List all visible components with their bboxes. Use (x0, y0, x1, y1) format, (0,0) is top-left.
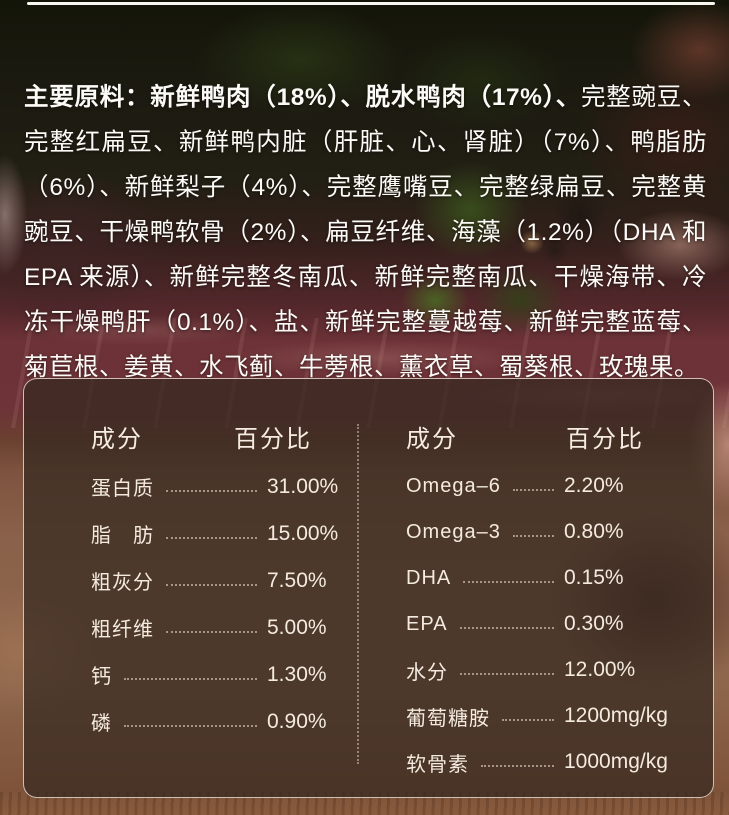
dotted-leader (463, 581, 554, 583)
nutrient-value: 0.15% (564, 566, 624, 589)
nutrient-value: 5.00% (267, 615, 327, 639)
nutrition-row: Omega–6 2.20% (406, 463, 674, 509)
dotted-leader (460, 673, 554, 675)
table-header: 成分 百分比 (406, 415, 674, 455)
section-divider-line (27, 2, 715, 5)
dotted-leader (166, 536, 257, 539)
nutrient-value: 0.30% (564, 612, 624, 635)
header-percent: 百分比 (566, 426, 644, 453)
nutrition-row: 粗灰分 7.50% (91, 557, 344, 604)
nutrient-label: 脂 肪 (91, 525, 154, 547)
nutrition-column-left: 成分 百分比 蛋白质 31.00% 脂 肪 15.00% 粗灰分 7.50% 粗… (24, 415, 358, 785)
nutrient-label: EPA (406, 612, 448, 635)
nutrient-label: Omega–6 (406, 474, 501, 497)
dotted-column-divider (357, 424, 359, 764)
dotted-leader (166, 630, 257, 633)
header-percent: 百分比 (234, 426, 312, 453)
nutrient-label: 磷 (91, 713, 112, 735)
dotted-leader (502, 719, 554, 721)
dotted-leader (512, 535, 554, 537)
nutrient-value: 1200mg/kg (564, 704, 668, 727)
nutrient-value: 7.50% (267, 568, 327, 592)
nutrient-value: 2.20% (564, 474, 624, 497)
nutrition-row: 水分 12.00% (406, 647, 674, 693)
dotted-leader (124, 724, 257, 727)
nutrient-label: Omega–3 (406, 520, 501, 543)
dotted-leader (166, 583, 257, 586)
dotted-leader (166, 489, 257, 492)
nutrition-row: 蛋白质 31.00% (91, 463, 344, 510)
nutrition-row: 粗纤维 5.00% (91, 604, 344, 651)
nutrition-row: 磷 0.90% (91, 698, 344, 745)
nutrient-label: 粗纤维 (91, 619, 154, 641)
ingredients-body: 完整豌豆、完整红扁豆、新鲜鸭内脏（肝脏、心、肾脏）（7%）、鸭脂肪（6%）、新鲜… (24, 83, 707, 381)
nutrition-row: 脂 肪 15.00% (91, 510, 344, 557)
nutrient-value: 15.00% (267, 521, 339, 545)
nutrient-value: 1.30% (267, 662, 327, 686)
nutrition-row: DHA 0.15% (406, 555, 674, 601)
nutrient-value: 31.00% (267, 474, 339, 498)
ingredients-paragraph: 主要原料：新鲜鸭肉（18%）、脱水鸭肉（17%）、完整豌豆、完整红扁豆、新鲜鸭内… (24, 75, 707, 390)
nutrient-value: 1000mg/kg (564, 750, 668, 773)
nutrient-value: 12.00% (564, 658, 636, 681)
dotted-leader (124, 677, 257, 680)
nutrient-label: 水分 (406, 661, 448, 684)
dotted-leader (459, 627, 554, 629)
nutrition-row: 软骨素 1000mg/kg (406, 739, 674, 785)
nutrition-row: 葡萄糖胺 1200mg/kg (406, 693, 674, 739)
dotted-leader (512, 489, 554, 491)
ingredients-lead: 主要原料：新鲜鸭肉（18%）、脱水鸭肉（17%）、 (24, 83, 581, 111)
header-component: 成分 (91, 426, 143, 453)
nutrient-label: 钙 (91, 666, 112, 688)
nutrient-label: 粗灰分 (91, 572, 154, 594)
table-header: 成分 百分比 (91, 415, 344, 455)
nutrition-panel: 成分 百分比 蛋白质 31.00% 脂 肪 15.00% 粗灰分 7.50% 粗… (23, 378, 714, 798)
nutrition-row: Omega–3 0.80% (406, 509, 674, 555)
nutrition-column-right: 成分 百分比 Omega–6 2.20% Omega–3 0.80% DHA 0… (358, 415, 713, 785)
nutrient-label: 葡萄糖胺 (406, 707, 490, 730)
nutrient-label: DHA (406, 566, 452, 589)
nutrition-row: 钙 1.30% (91, 651, 344, 698)
nutrition-row: EPA 0.30% (406, 601, 674, 647)
header-component: 成分 (406, 426, 458, 453)
nutrient-value: 0.80% (564, 520, 624, 543)
nutrient-label: 蛋白质 (91, 478, 154, 500)
nutrient-label: 软骨素 (406, 753, 469, 776)
nutrient-value: 0.90% (267, 709, 327, 733)
dotted-leader (481, 765, 554, 767)
